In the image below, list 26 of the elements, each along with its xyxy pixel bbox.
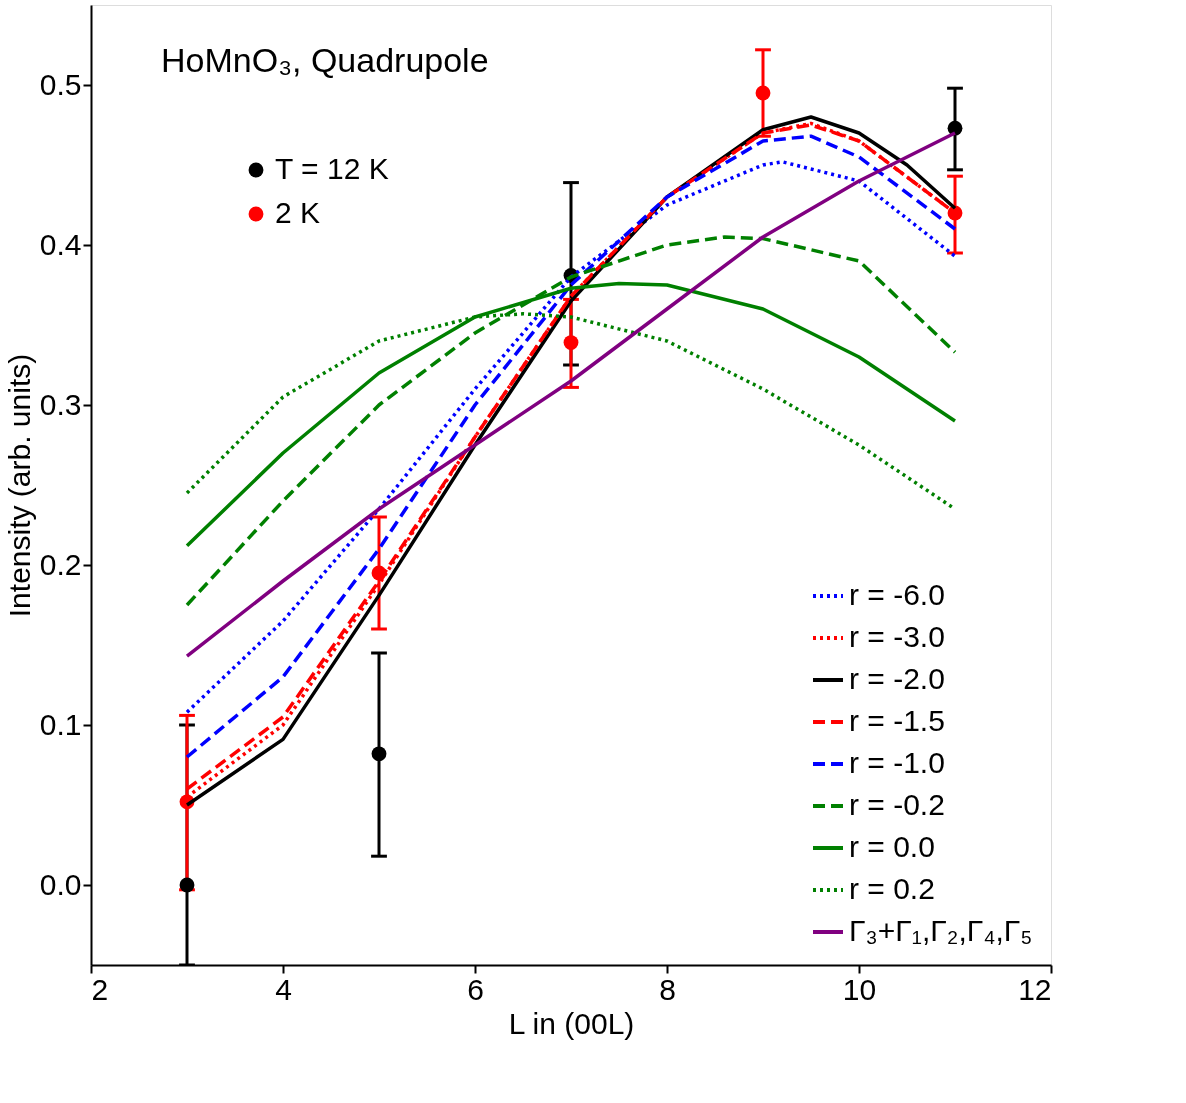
legend-label: r = 0.2 [849, 872, 935, 905]
x-tick-label: 10 [842, 972, 877, 1006]
legend-label: Γ₃+Γ₁,Γ₂,Γ₄,Γ₅ [849, 914, 1033, 947]
y-tick-label: 0.5 [39, 67, 82, 101]
y-tick-label: 0.4 [39, 227, 82, 261]
legend-label: 2 K [275, 196, 321, 229]
x-tick-label: 6 [467, 972, 484, 1006]
legend-label: T = 12 K [275, 152, 389, 185]
legend-label: r = -6.0 [849, 578, 945, 611]
legend-label: r = -2.0 [849, 662, 945, 695]
annotation: HoMnO₃, Quadrupole [161, 41, 489, 79]
y-tick-label: 0.2 [39, 547, 82, 581]
legend-label: r = -1.0 [849, 746, 945, 779]
x-axis-title: L in (00L) [508, 1006, 635, 1040]
x-tick-label: 8 [659, 972, 676, 1006]
legend-label: r = -1.5 [849, 704, 945, 737]
legend-label: r = -3.0 [849, 620, 945, 653]
x-tick-label: 4 [275, 972, 292, 1006]
y-axis-title: Intensity (arb. units) [2, 353, 36, 618]
legend-label: r = 0.0 [849, 830, 935, 863]
x-tick-label: 2 [91, 972, 109, 1006]
x-tick-label: 12 [1018, 972, 1052, 1006]
y-tick-label: 0.3 [39, 387, 82, 421]
legend-label: r = -0.2 [849, 788, 945, 821]
y-tick-label: 0.1 [39, 707, 82, 741]
y-tick-label: 0.0 [39, 867, 82, 901]
